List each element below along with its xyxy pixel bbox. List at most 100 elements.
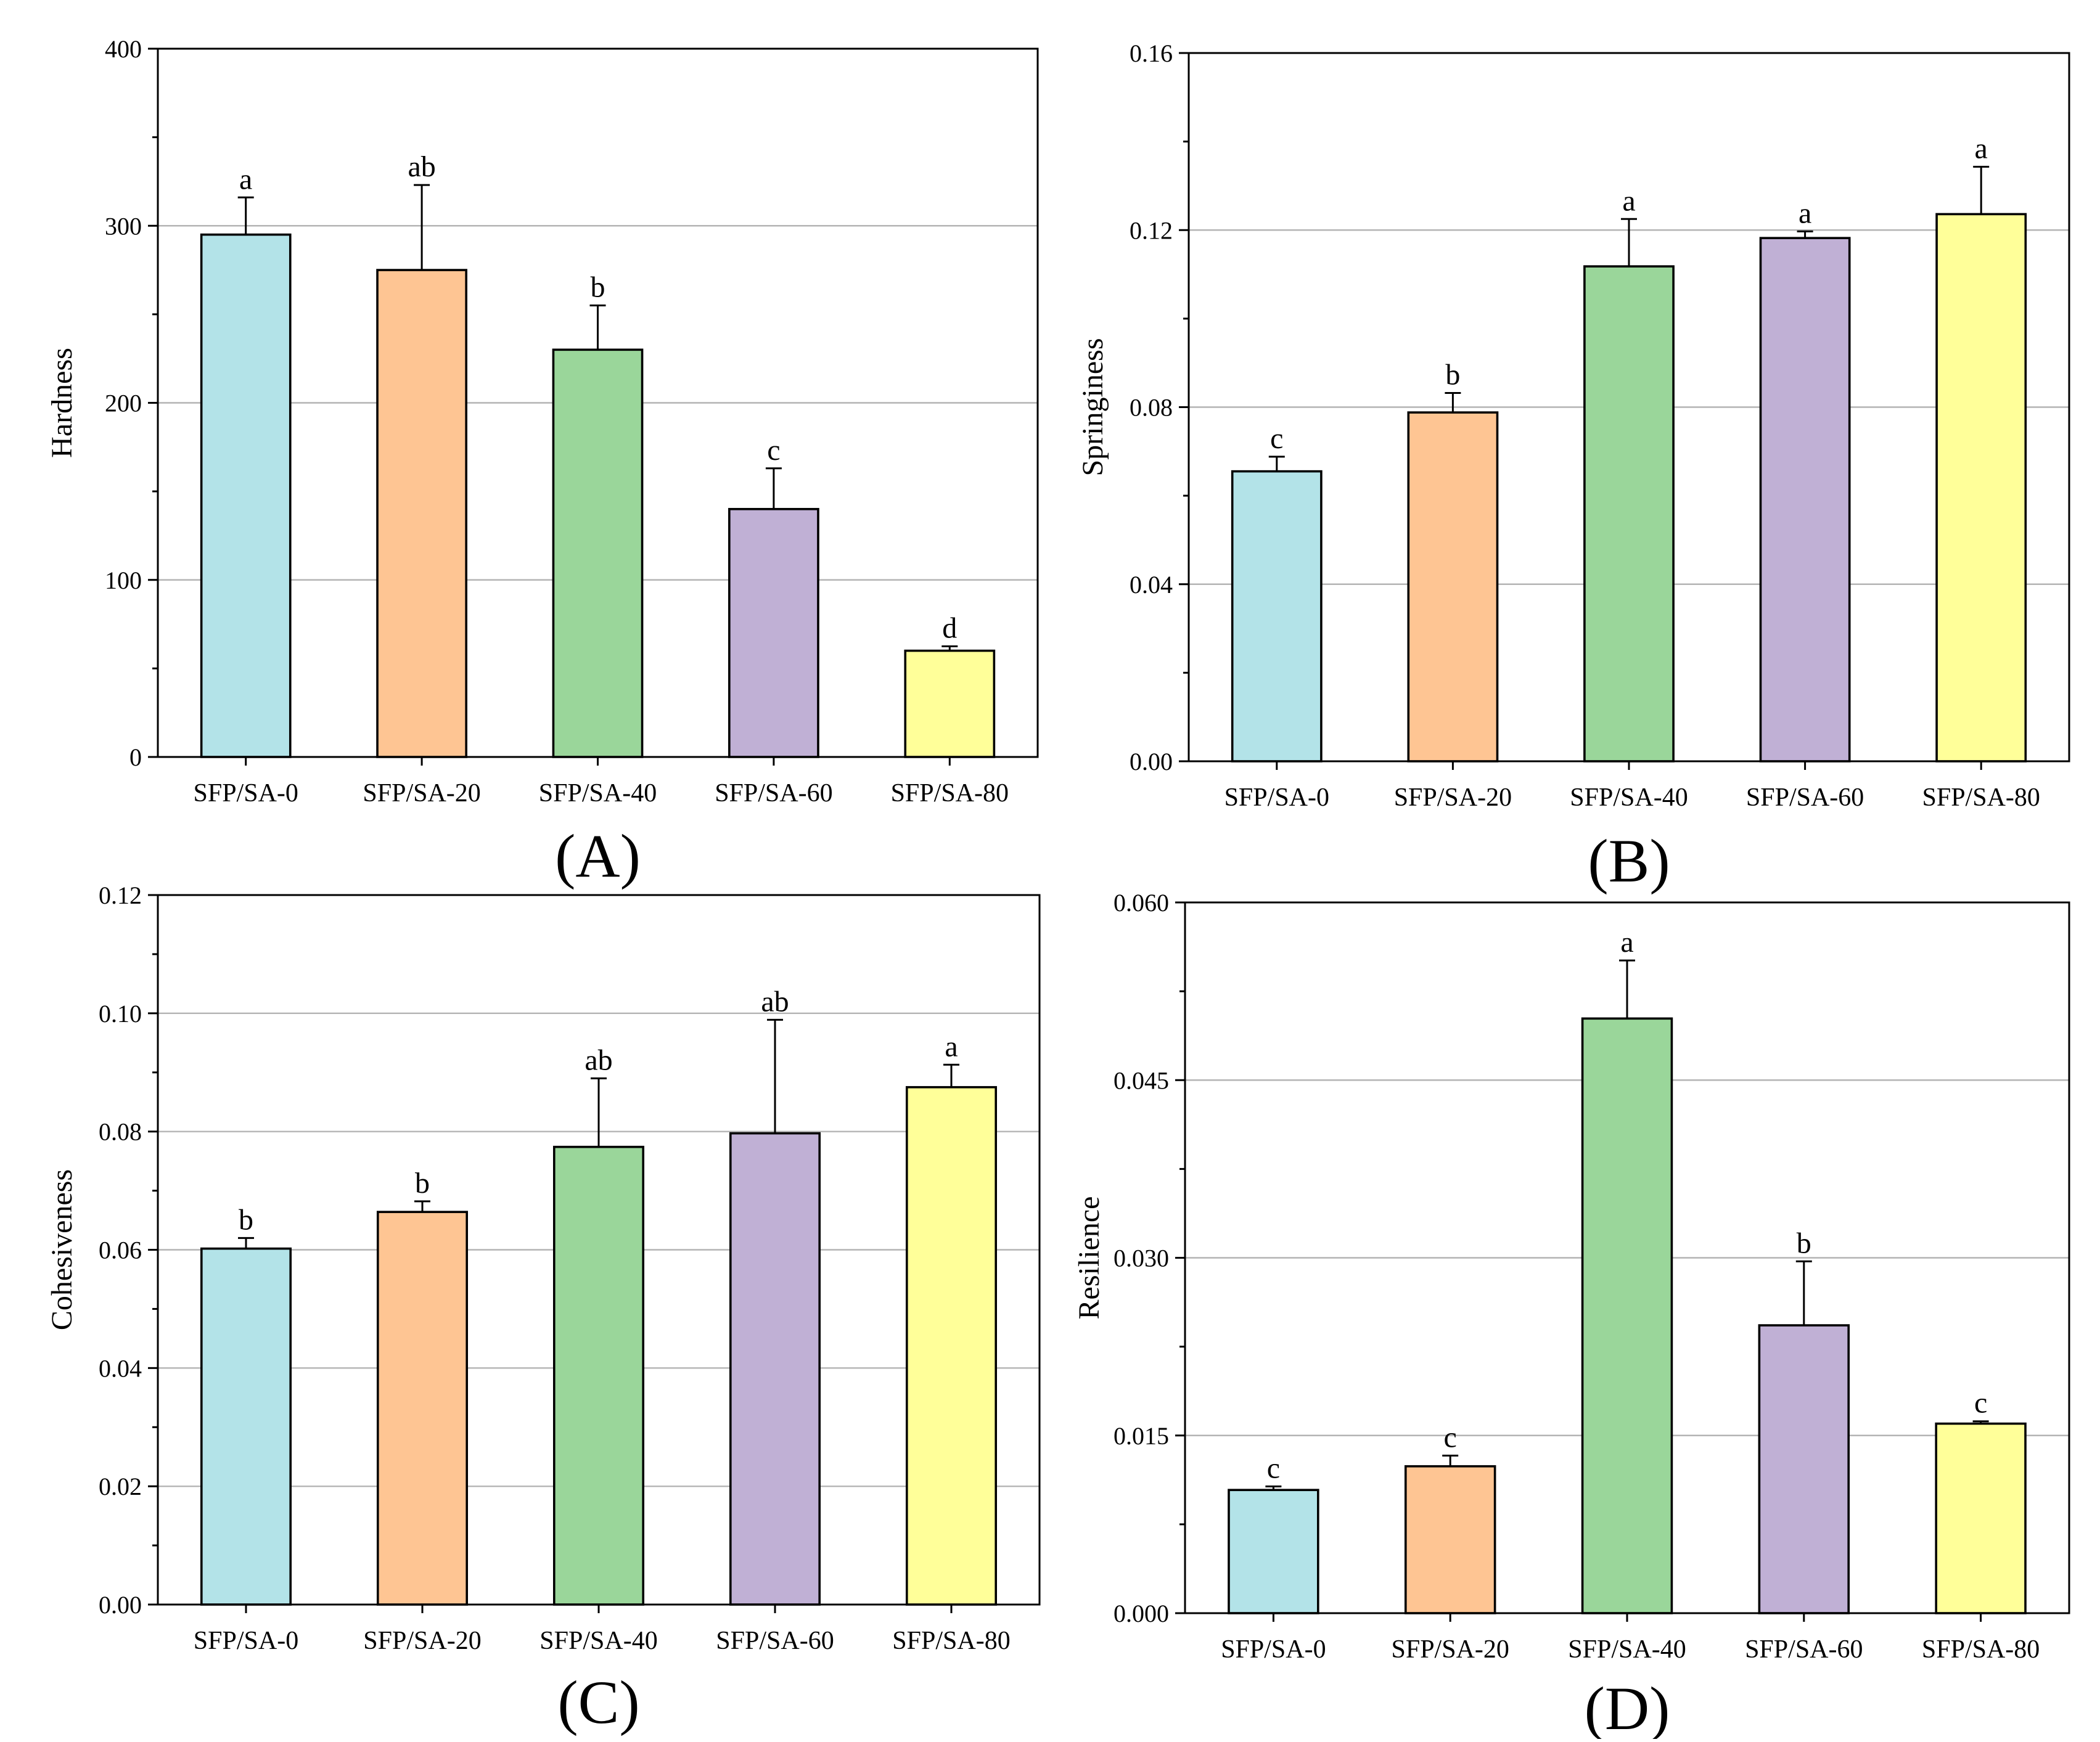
error-bar (1442, 1454, 1459, 1466)
y-tick-label: 400 (105, 35, 142, 63)
bar (1581, 1017, 1673, 1614)
y-axis-title: Resilience (1073, 1196, 1105, 1320)
x-tick-label: SFP/SA-60 (715, 779, 832, 808)
y-tick-label: 0.045 (1114, 1066, 1169, 1094)
significance-label: b (591, 271, 605, 304)
significance-label: a (239, 163, 252, 195)
y-tick-label: 0.00 (1130, 748, 1173, 775)
bar (1758, 1324, 1850, 1614)
y-tick-label: 0.060 (1114, 889, 1169, 917)
y-tick-label: 0.10 (99, 1000, 142, 1028)
bar (1404, 1465, 1496, 1614)
bar (1228, 1489, 1319, 1614)
significance-label: b (415, 1167, 430, 1200)
significance-label: ab (761, 985, 789, 1018)
significance-label: a (1975, 133, 1988, 165)
x-tick-label: SFP/SA-40 (539, 779, 657, 808)
y-tick-label: 0.030 (1114, 1245, 1169, 1272)
x-tick-label: SFP/SA-40 (539, 1627, 657, 1655)
bar (728, 508, 819, 758)
x-tick-label: SFP/SA-20 (363, 1627, 481, 1655)
y-tick-label: 0.12 (1130, 216, 1173, 244)
plot-frame (1184, 901, 2070, 1614)
error-bar (414, 1200, 430, 1212)
y-tick-label: 0.08 (1130, 394, 1173, 422)
significance-label: c (1444, 1421, 1457, 1454)
x-tick-label: SFP/SA-80 (1922, 783, 2040, 812)
error-bar (1265, 1485, 1282, 1491)
x-tick-label: SFP/SA-80 (1922, 1635, 2040, 1664)
error-bar (238, 1237, 254, 1249)
significance-label: ab (408, 150, 435, 183)
error-bar (1268, 456, 1285, 472)
significance-label: d (942, 611, 957, 644)
y-tick-label: 100 (105, 566, 142, 594)
bar (904, 649, 996, 758)
y-axis-title: Springiness (1077, 338, 1109, 476)
x-tick-label: SFP/SA-20 (1394, 783, 1512, 812)
x-tick-label: SFP/SA-0 (193, 779, 298, 808)
bar (1935, 1422, 2027, 1614)
error-bar (237, 196, 254, 235)
error-bar (589, 305, 606, 350)
y-tick-label: 0.06 (99, 1237, 142, 1264)
x-tick-label: SFP/SA-20 (1391, 1635, 1509, 1664)
bar (1231, 470, 1323, 763)
significance-label: c (767, 434, 780, 467)
y-axis-title: Hardness (46, 348, 78, 458)
y-tick-label: 0.12 (99, 881, 142, 909)
error-bar (591, 1077, 607, 1147)
y-tick-label: 0 (129, 743, 142, 771)
significance-label: a (1622, 184, 1635, 217)
bar (1759, 237, 1851, 763)
y-tick-label: 300 (105, 212, 142, 240)
x-tick-label: SFP/SA-60 (1746, 783, 1864, 812)
panel-label: (D) (1585, 1674, 1670, 1739)
bar (1583, 265, 1675, 763)
significance-label: c (1270, 422, 1283, 455)
error-bar (943, 1063, 959, 1087)
significance-label: c (1267, 1452, 1280, 1484)
plot-frame (1187, 52, 2070, 763)
bar (1407, 411, 1499, 763)
panel-b: 0.00 0.04 0.08 0.12 0.16 c SFP/SA-0 b SFP/SA-20 a… (1077, 39, 2070, 895)
bar (905, 1086, 998, 1606)
significance-label: c (1974, 1387, 1987, 1420)
x-tick-label: SFP/SA-0 (1224, 783, 1329, 812)
x-tick-label: SFP/SA-0 (194, 1627, 298, 1655)
significance-label: a (945, 1030, 958, 1063)
significance-label: b (1797, 1227, 1811, 1259)
error-bar (1619, 959, 1635, 1019)
y-tick-label: 0.16 (1130, 39, 1173, 67)
plot-frame (157, 894, 1041, 1606)
significance-label: b (1445, 359, 1460, 391)
significance-label: a (1799, 197, 1811, 229)
error-bar (414, 184, 430, 271)
x-tick-label: SFP/SA-80 (891, 779, 1009, 808)
bar (1935, 213, 2027, 763)
y-axis-title: Cohesiveness (46, 1169, 78, 1330)
error-bar (767, 1018, 783, 1134)
x-tick-label: SFP/SA-40 (1570, 783, 1688, 812)
bar (552, 1145, 645, 1606)
plot-frame (157, 47, 1039, 758)
bar (552, 348, 644, 758)
panel-d: 0.000 0.015 0.030 0.045 0.060 c SFP/SA-0 c SFP/S… (1073, 889, 2070, 1742)
significance-label: ab (584, 1044, 612, 1076)
y-tick-label: 0.04 (1130, 571, 1173, 599)
x-tick-label: SFP/SA-40 (1568, 1635, 1686, 1664)
panel-label: (A) (555, 822, 641, 890)
error-bar (1972, 1420, 1989, 1424)
bar (376, 269, 467, 758)
error-bar (1973, 166, 1990, 215)
y-tick-label: 0.04 (99, 1354, 142, 1382)
panel-c: 0.00 0.02 0.04 0.06 0.08 0.10 0.12 b SFP/SA-0 b SF… (46, 881, 1041, 1736)
bar (200, 1247, 292, 1606)
error-bar (1445, 392, 1461, 413)
y-tick-label: 0.02 (99, 1473, 142, 1500)
x-tick-label: SFP/SA-0 (1221, 1635, 1326, 1664)
y-tick-label: 200 (105, 390, 142, 417)
x-tick-label: SFP/SA-60 (716, 1627, 834, 1655)
bar (376, 1211, 469, 1606)
